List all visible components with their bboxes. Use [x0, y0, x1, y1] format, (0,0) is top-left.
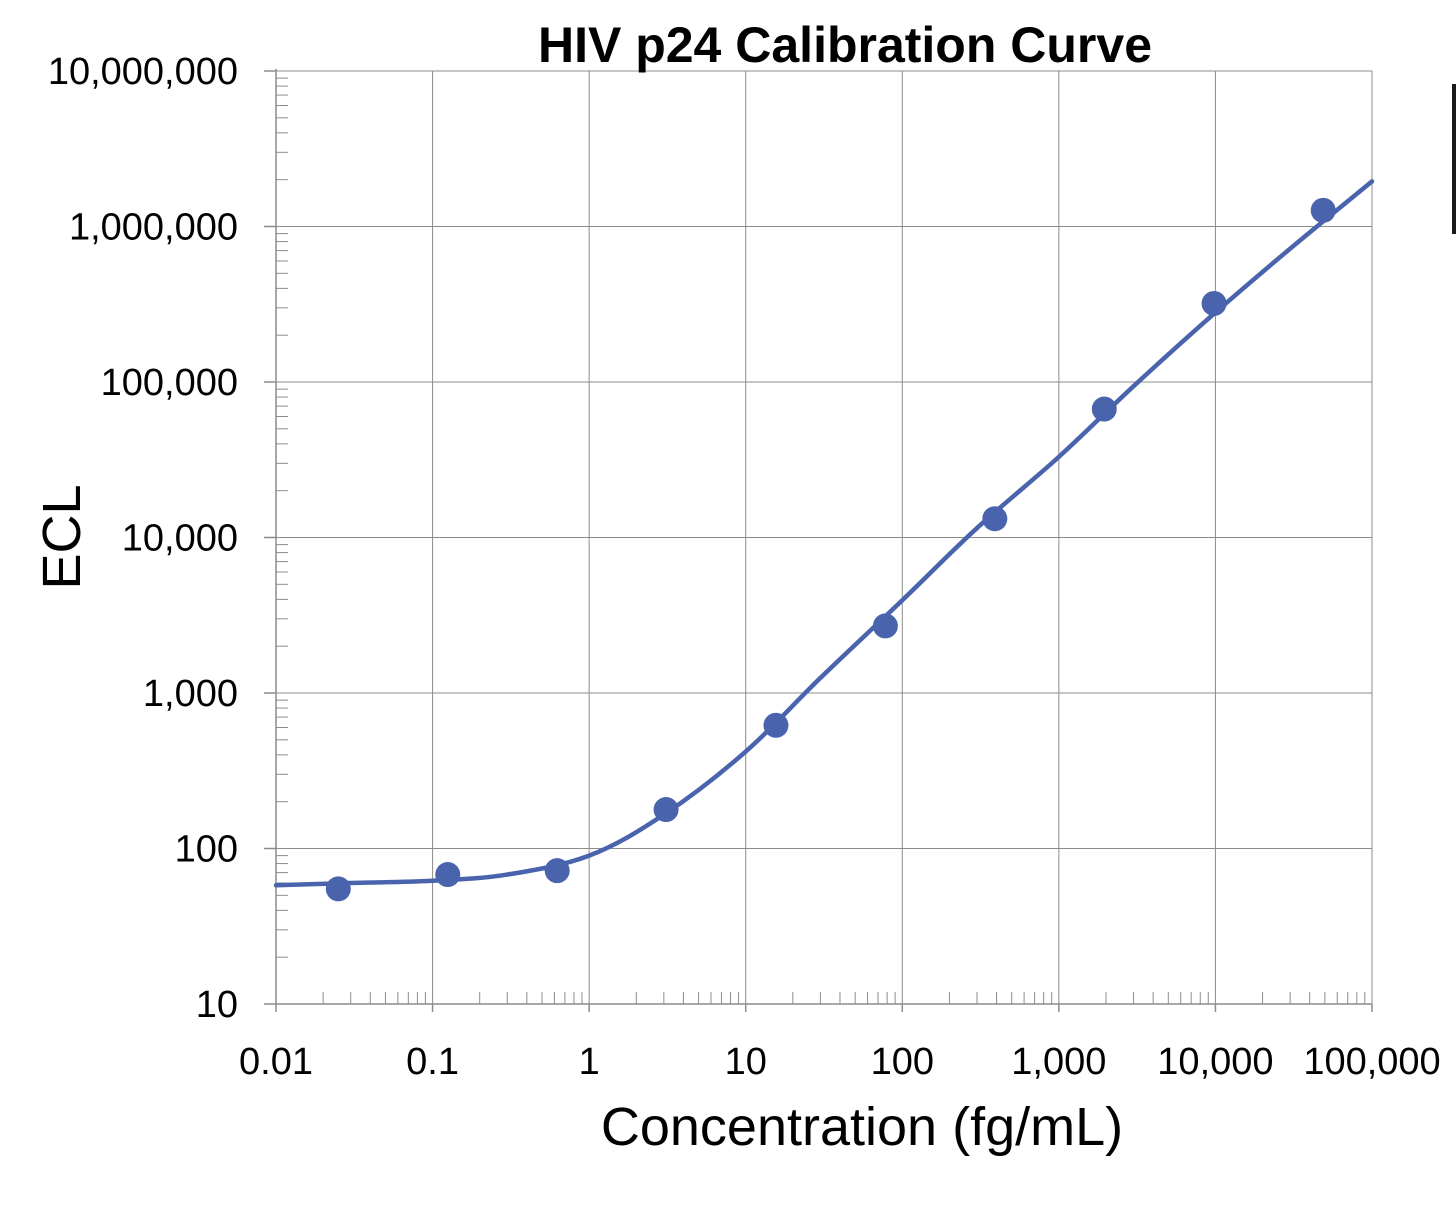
- chart-title: HIV p24 Calibration Curve: [538, 17, 1152, 73]
- y-tick-label: 1,000: [143, 673, 238, 715]
- x-tick-label: 0.01: [239, 1041, 313, 1083]
- fit-curve-layer: [273, 179, 1375, 888]
- y-tick-label: 100: [175, 829, 238, 871]
- data-point: [653, 797, 679, 823]
- grid-lines: [275, 70, 1373, 1005]
- y-axis-title: ECL: [32, 484, 92, 589]
- data-point: [544, 858, 570, 884]
- data-point: [1310, 197, 1336, 223]
- data-points: [325, 197, 1336, 902]
- minor-ticks: [276, 77, 1366, 1004]
- data-point: [982, 506, 1008, 532]
- axes: [264, 69, 1373, 1012]
- x-tick-label: 0.1: [406, 1041, 459, 1083]
- clipped-edge-mark: [1452, 84, 1456, 234]
- x-tick-label: 100,000: [1303, 1041, 1440, 1083]
- x-tick-label: 10,000: [1157, 1041, 1273, 1083]
- x-axis-title: Concentration (fg/mL): [601, 1097, 1123, 1157]
- data-point: [763, 712, 789, 738]
- tick-labels: 0.01 0.1 1 10 100 1,000 10,000 100,000 10 100 1,00…: [48, 51, 1441, 1083]
- x-tick-label: 1: [579, 1041, 600, 1083]
- y-tick-label: 10,000: [122, 518, 238, 560]
- y-tick-label: 100,000: [101, 362, 238, 404]
- data-point: [325, 876, 351, 902]
- x-tick-label: 10: [725, 1041, 767, 1083]
- y-tick-label: 10: [196, 984, 238, 1026]
- data-point: [872, 613, 898, 639]
- x-tick-label: 100: [871, 1041, 934, 1083]
- data-point: [1091, 396, 1117, 422]
- data-point: [1201, 290, 1227, 316]
- fit-curve: [273, 179, 1375, 888]
- y-tick-label: 1,000,000: [69, 207, 238, 249]
- x-tick-label: 1,000: [1011, 1041, 1106, 1083]
- data-point: [435, 862, 461, 888]
- y-tick-label: 10,000,000: [48, 51, 238, 93]
